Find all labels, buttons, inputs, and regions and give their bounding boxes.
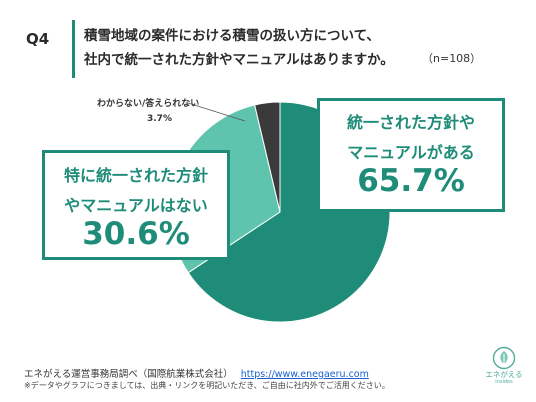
usage-note: ※データやグラフにつきましては、出典・リンクを明記いただき、ご自由に社内外でご活… [24,381,390,390]
enegaeru-logo: エネがえる insides [483,346,525,392]
pie-slice-dont-know [254,101,281,213]
callout-has-manual-pct: 65.7% [357,163,465,199]
callout-no-manual-line1: 特に統一された方針 [63,166,208,185]
source-text: エネがえる運営事務局調べ（国際航業株式会社） [24,369,233,380]
question-divider [72,20,75,78]
sample-size-note: （n=108） [422,52,482,65]
callout-no-manual-pct: 30.6% [82,216,190,252]
source-link[interactable]: https://www.enegaeru.com [240,369,369,380]
callout-has-manual: 統一された方針や マニュアルがある 65.7% [317,98,505,212]
question-text-line2: 社内で統一された方針やマニュアルはありますか。 [84,52,394,68]
logo-sub: insides [495,379,513,385]
pie-label-dont-know: わからない/答えられない [97,99,200,109]
source-credit: エネがえる運営事務局調べ（国際航業株式会社） https://www.enegae… [24,366,369,380]
callout-has-manual-line2: マニュアルがある [347,143,475,162]
question-text-line1: 積雪地域の案件における積雪の扱い方について、 [84,28,380,44]
callout-no-manual: 特に統一された方針 やマニュアルはない 30.6% [42,150,230,260]
logo-name: エネがえる [485,370,523,379]
callout-has-manual-line1: 統一された方針や [346,113,475,132]
pie-label-dont-know-pct: 3.7% [147,114,172,124]
callout-no-manual-line2: やマニュアルはない [64,196,208,215]
leader-line [187,102,246,122]
leaf-logo-icon [492,346,516,370]
question-number: Q4 [26,30,50,48]
